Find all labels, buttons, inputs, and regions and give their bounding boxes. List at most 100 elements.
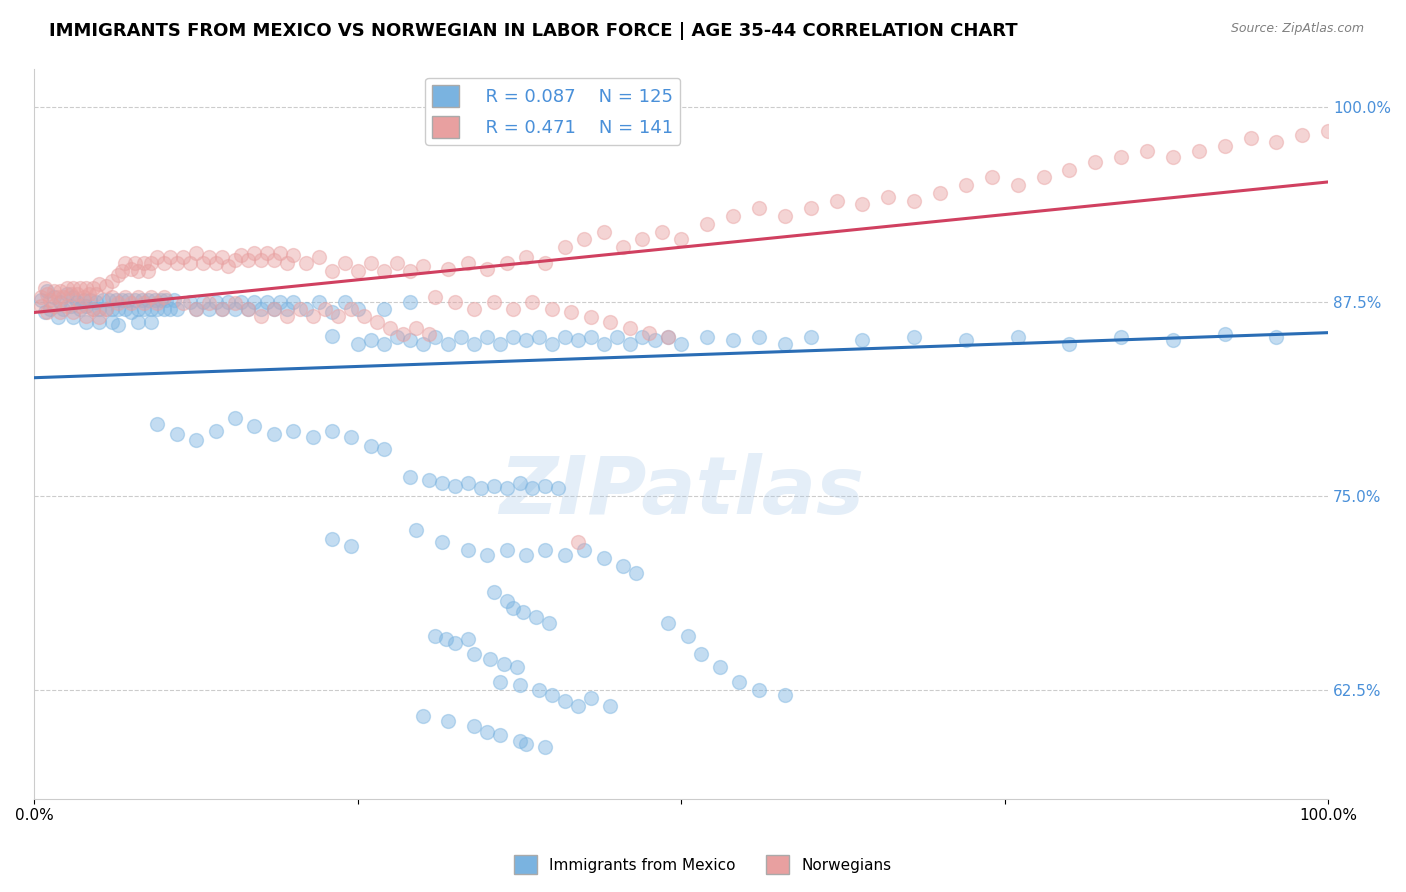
Point <box>1059 336 1081 351</box>
Point <box>385 330 408 344</box>
Point <box>127 302 149 317</box>
Point <box>444 636 467 650</box>
Point <box>249 302 271 317</box>
Point <box>52 302 75 317</box>
Point <box>482 294 505 309</box>
Point <box>69 302 91 317</box>
Point <box>560 305 582 319</box>
Point <box>903 330 925 344</box>
Point <box>55 286 77 301</box>
Point <box>877 190 900 204</box>
Point <box>612 558 634 573</box>
Point <box>263 252 285 267</box>
Point <box>463 647 485 661</box>
Point <box>146 296 169 310</box>
Point <box>495 543 517 558</box>
Point <box>59 286 82 301</box>
Point <box>217 294 239 309</box>
Point <box>492 657 515 671</box>
Point <box>321 424 343 438</box>
Point <box>276 256 298 270</box>
Point <box>72 290 94 304</box>
Point <box>554 330 576 344</box>
Point <box>418 473 440 487</box>
Point <box>599 315 621 329</box>
Point <box>527 330 550 344</box>
Point <box>1213 139 1236 153</box>
Point <box>506 659 529 673</box>
Point <box>136 263 159 277</box>
Point <box>101 290 124 304</box>
Point <box>66 286 89 301</box>
Point <box>773 336 796 351</box>
Point <box>37 305 59 319</box>
Point <box>773 209 796 223</box>
Point <box>651 225 673 239</box>
Point <box>184 433 207 447</box>
Point <box>477 330 499 344</box>
Point <box>30 299 52 313</box>
Point <box>159 302 181 317</box>
Point <box>524 610 547 624</box>
Point <box>166 256 188 270</box>
Point <box>62 280 84 294</box>
Point <box>547 481 569 495</box>
Point <box>340 539 363 553</box>
Text: IMMIGRANTS FROM MEXICO VS NORWEGIAN IN LABOR FORCE | AGE 35-44 CORRELATION CHART: IMMIGRANTS FROM MEXICO VS NORWEGIAN IN L… <box>49 22 1018 40</box>
Point <box>263 302 285 317</box>
Point <box>55 299 77 313</box>
Point <box>211 302 233 317</box>
Point <box>457 543 479 558</box>
Point <box>75 315 97 329</box>
Point <box>554 694 576 708</box>
Point <box>87 277 110 292</box>
Point <box>851 196 873 211</box>
Point <box>166 302 188 317</box>
Point <box>136 293 159 307</box>
Point <box>495 256 517 270</box>
Point <box>709 659 731 673</box>
Point <box>87 302 110 317</box>
Point <box>1136 144 1159 158</box>
Legend:   R = 0.087    N = 125,   R = 0.471    N = 141: R = 0.087 N = 125, R = 0.471 N = 141 <box>425 78 681 145</box>
Point <box>120 262 142 277</box>
Point <box>457 632 479 646</box>
Point <box>527 683 550 698</box>
Point <box>117 293 139 307</box>
Point <box>538 616 561 631</box>
Point <box>495 594 517 608</box>
Point <box>204 256 226 270</box>
Point <box>46 290 69 304</box>
Point <box>69 280 91 294</box>
Point <box>360 256 382 270</box>
Point <box>515 334 537 348</box>
Point <box>69 299 91 313</box>
Point <box>111 293 134 307</box>
Point <box>139 315 162 329</box>
Point <box>340 302 363 317</box>
Point <box>929 186 952 200</box>
Point <box>333 256 356 270</box>
Point <box>276 302 298 317</box>
Point <box>62 290 84 304</box>
Point <box>328 309 350 323</box>
Point <box>217 259 239 273</box>
Point <box>263 426 285 441</box>
Point <box>398 294 420 309</box>
Point <box>457 476 479 491</box>
Point <box>281 248 304 262</box>
Point <box>72 293 94 307</box>
Point <box>800 202 823 216</box>
Point <box>159 250 181 264</box>
Point <box>689 647 711 661</box>
Point <box>66 294 89 309</box>
Point <box>457 256 479 270</box>
Point <box>184 246 207 260</box>
Point <box>114 290 136 304</box>
Point <box>166 426 188 441</box>
Point <box>502 302 524 317</box>
Point <box>696 330 718 344</box>
Point <box>534 740 557 755</box>
Point <box>87 315 110 329</box>
Point <box>495 481 517 495</box>
